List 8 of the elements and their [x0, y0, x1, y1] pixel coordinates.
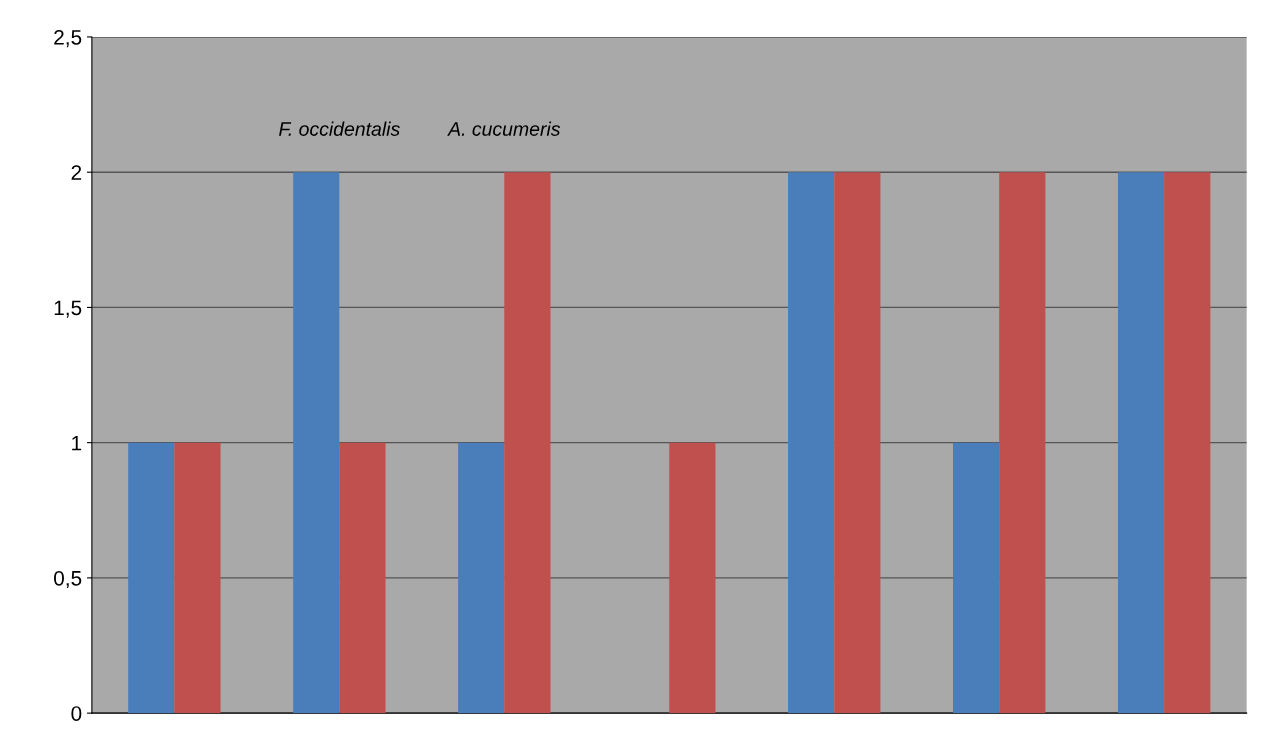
- y-tick-label: 1,5: [54, 300, 82, 318]
- y-tick-label: 0: [71, 706, 82, 721]
- annotation: A. cucumeris: [447, 121, 561, 136]
- y-tick-label: 2: [71, 165, 82, 180]
- y-tick-label: 2,5: [54, 29, 82, 48]
- y-tick-label: 1: [72, 435, 82, 451]
- annotation: F. occidentalis: [279, 121, 400, 136]
- y-tick-label: 0,5: [54, 570, 82, 589]
